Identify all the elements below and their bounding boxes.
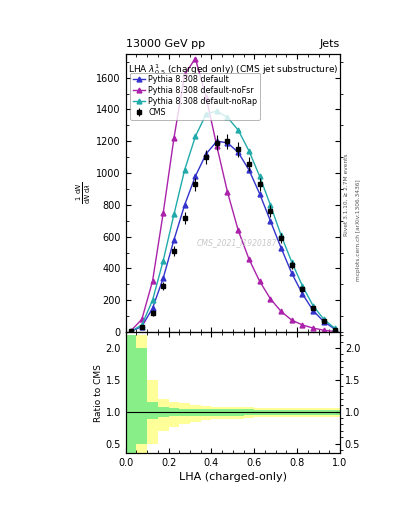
Pythia 8.308 default-noRap (225, 114, 230, 120)
Pythia 8.308 default (311, 308, 316, 314)
Pythia 8.308 default-noRap (332, 325, 337, 331)
Pythia 8.308 default-noFsr (268, 295, 273, 302)
Pythia 8.308 default-noRap (321, 316, 326, 323)
Pythia 8.308 default-noRap (204, 111, 208, 117)
Pythia 8.308 default-noFsr (332, 328, 337, 334)
Pythia 8.308 default (246, 167, 251, 173)
Pythia 8.308 default-noFsr (140, 316, 144, 323)
Pythia 8.308 default (321, 318, 326, 325)
Pythia 8.308 default (236, 150, 241, 156)
Line: Pythia 8.308 default-noFsr: Pythia 8.308 default-noFsr (129, 56, 337, 334)
Pythia 8.308 default-noFsr (257, 278, 262, 284)
Pythia 8.308 default-noRap (311, 303, 316, 309)
Pythia 8.308 default (289, 270, 294, 276)
Pythia 8.308 default-noFsr (279, 308, 283, 314)
Pythia 8.308 default-noFsr (311, 325, 316, 331)
Pythia 8.308 default-noRap (257, 173, 262, 179)
Pythia 8.308 default-noRap (268, 202, 273, 208)
Text: Jets: Jets (320, 39, 340, 49)
Pythia 8.308 default-noRap (279, 232, 283, 238)
Text: Rivet 3.1.10, ≥ 2.7M events: Rivet 3.1.10, ≥ 2.7M events (344, 153, 349, 236)
Pythia 8.308 default-noRap (289, 259, 294, 265)
Pythia 8.308 default-noRap (172, 211, 176, 218)
Pythia 8.308 default-noFsr (289, 317, 294, 323)
Pythia 8.308 default-noRap (182, 167, 187, 173)
Pythia 8.308 default-noFsr (193, 55, 198, 61)
Pythia 8.308 default-noFsr (300, 322, 305, 328)
Pythia 8.308 default-noRap (246, 147, 251, 154)
Pythia 8.308 default-noFsr (321, 327, 326, 333)
Pythia 8.308 default-noRap (150, 297, 155, 304)
Pythia 8.308 default-noFsr (215, 143, 219, 149)
Pythia 8.308 default-noRap (300, 283, 305, 289)
Pythia 8.308 default (140, 324, 144, 330)
X-axis label: LHA (charged-only): LHA (charged-only) (179, 472, 287, 482)
Line: Pythia 8.308 default: Pythia 8.308 default (129, 139, 337, 334)
Pythia 8.308 default-noRap (161, 258, 165, 264)
Pythia 8.308 default-noFsr (225, 189, 230, 195)
Pythia 8.308 default-noRap (215, 108, 219, 114)
Pythia 8.308 default-noRap (129, 328, 134, 334)
Pythia 8.308 default (300, 291, 305, 297)
Pythia 8.308 default-noFsr (246, 256, 251, 262)
Y-axis label: $\frac{1}{\mathrm{d}N}\frac{\mathrm{d}N}{\mathrm{d}\lambda}$: $\frac{1}{\mathrm{d}N}\frac{\mathrm{d}N}… (75, 182, 94, 204)
Pythia 8.308 default-noFsr (129, 328, 134, 334)
Pythia 8.308 default-noRap (236, 127, 241, 133)
Pythia 8.308 default (129, 328, 134, 334)
Pythia 8.308 default-noFsr (150, 278, 155, 284)
Pythia 8.308 default (257, 190, 262, 197)
Legend: Pythia 8.308 default, Pythia 8.308 default-noFsr, Pythia 8.308 default-noRap, CM: Pythia 8.308 default, Pythia 8.308 defau… (130, 73, 260, 120)
Pythia 8.308 default (161, 275, 165, 281)
Pythia 8.308 default (225, 140, 230, 146)
Y-axis label: Ratio to CMS: Ratio to CMS (94, 364, 103, 421)
Pythia 8.308 default-noFsr (161, 210, 165, 216)
Pythia 8.308 default (204, 151, 208, 157)
Pythia 8.308 default-noFsr (236, 227, 241, 233)
Text: 13000 GeV pp: 13000 GeV pp (126, 39, 205, 49)
Text: CMS_2021_I1920187: CMS_2021_I1920187 (197, 239, 277, 247)
Text: LHA $\lambda^1_{0.5}$ (charged only) (CMS jet substructure): LHA $\lambda^1_{0.5}$ (charged only) (CM… (128, 62, 338, 77)
Pythia 8.308 default-noFsr (182, 71, 187, 77)
Line: Pythia 8.308 default-noRap: Pythia 8.308 default-noRap (129, 109, 337, 334)
Pythia 8.308 default-noFsr (204, 94, 208, 100)
Pythia 8.308 default (172, 237, 176, 243)
Pythia 8.308 default (279, 245, 283, 251)
Pythia 8.308 default (215, 138, 219, 144)
Pythia 8.308 default (182, 202, 187, 208)
Pythia 8.308 default-noRap (140, 322, 144, 328)
Pythia 8.308 default-noFsr (172, 135, 176, 141)
Pythia 8.308 default (332, 326, 337, 332)
Pythia 8.308 default (268, 218, 273, 224)
Pythia 8.308 default (150, 305, 155, 311)
Pythia 8.308 default-noRap (193, 134, 198, 140)
Pythia 8.308 default (193, 173, 198, 179)
Text: mcplots.cern.ch [arXiv:1306.3436]: mcplots.cern.ch [arXiv:1306.3436] (356, 180, 361, 281)
